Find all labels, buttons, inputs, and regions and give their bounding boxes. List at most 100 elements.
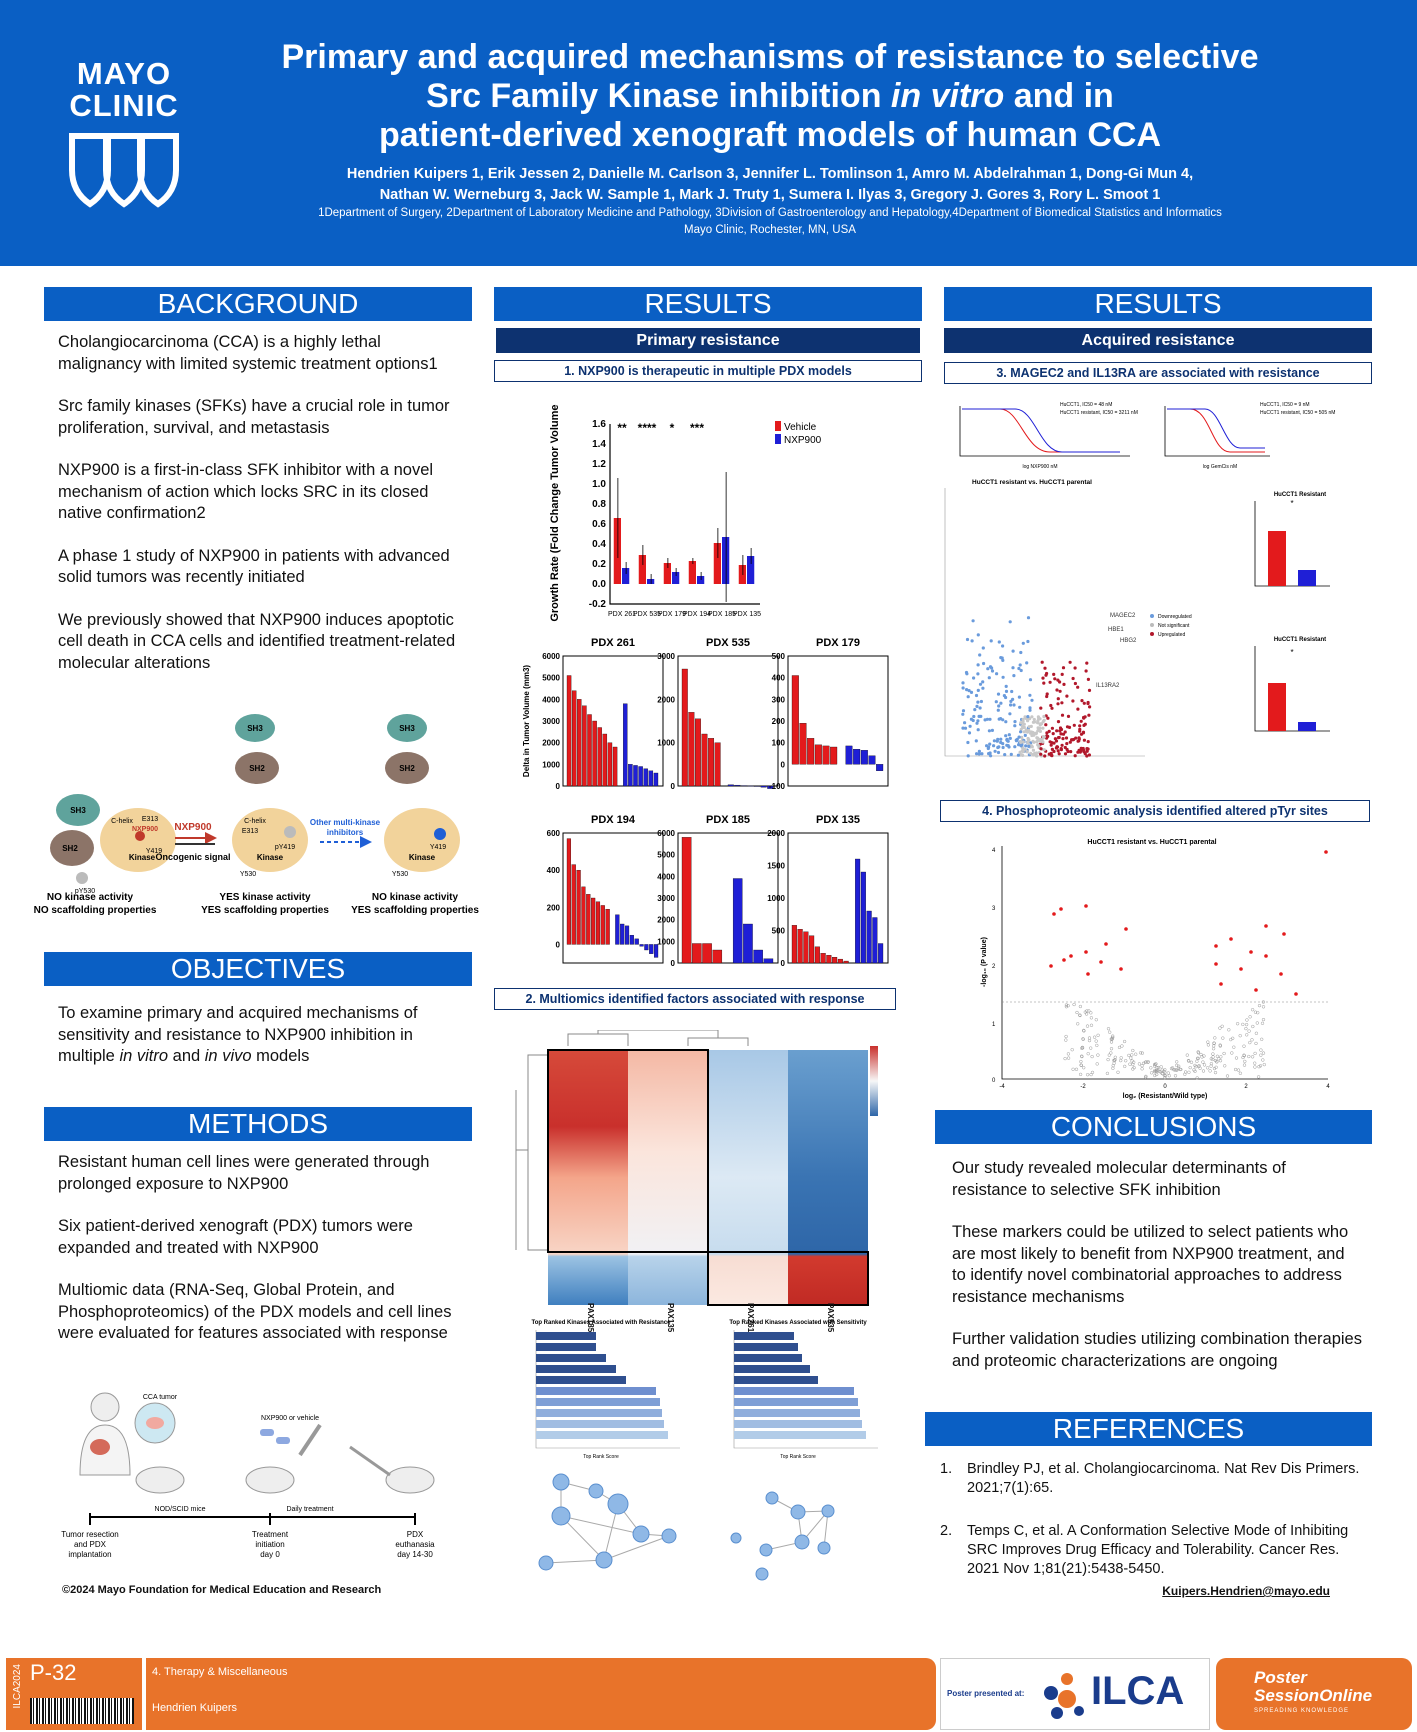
volcano-point — [1060, 713, 1065, 717]
kinase-bar — [734, 1332, 794, 1340]
volcano-point — [994, 700, 998, 704]
volcano-point — [1008, 620, 1012, 624]
footer-ilca-panel: Poster presented at: ILCA — [940, 1658, 1210, 1730]
waterfall-bar-nxp900 — [760, 785, 767, 788]
dose-legend-2: HuCCT1, IC50 = 9 nM — [1260, 402, 1310, 408]
volcano-point — [976, 663, 980, 667]
chart-ylabel: Dynamic Growth Rate (Fold Change Tumor V… — [549, 404, 561, 624]
waterfall-ytick: 1500 — [767, 862, 785, 871]
phospho-point — [1215, 1054, 1220, 1058]
contact-email[interactable]: Kuipers.Hendrien@mayo.edu — [1162, 1584, 1330, 1598]
kinase-domain-shape — [384, 808, 460, 872]
xtick-label: PDX 535 — [633, 611, 661, 618]
volcano-point — [1062, 682, 1066, 686]
bar-title-2: HuCCT1 Resistant — [1274, 637, 1326, 643]
dose-curve-resistant-2 — [1167, 408, 1265, 449]
waterfall-bar-nxp900 — [623, 703, 628, 787]
sh2-domain-shape — [235, 752, 279, 784]
volcano-point — [995, 672, 999, 676]
waterfall-ytick: 2000 — [767, 829, 785, 838]
sh2-domain-shape — [385, 752, 429, 784]
phospho-point — [1253, 1010, 1258, 1014]
volcano-point — [1068, 660, 1072, 664]
label-cca-tumor: CCA tumor — [143, 1394, 178, 1401]
volcano-point — [1036, 736, 1040, 740]
volcano-point — [1036, 743, 1040, 747]
volcano-point — [1069, 750, 1073, 754]
phospho-point — [1201, 1060, 1205, 1064]
volcano-point — [975, 721, 979, 725]
phospho-point — [1170, 1066, 1175, 1070]
phospho-xtick: 2 — [1244, 1084, 1248, 1090]
phospho-significant-point — [1239, 967, 1243, 971]
label-t2b: initiation — [255, 1540, 284, 1549]
waterfall-ytick: 400 — [547, 866, 561, 875]
label-y530: Y530 — [240, 871, 256, 878]
waterfall-bar-nxp900 — [855, 858, 861, 964]
volcano-point — [996, 750, 1001, 755]
phospho-significant-point — [1264, 954, 1268, 958]
objectives-italic: in vitro — [119, 1047, 169, 1065]
phospho-point — [1231, 1036, 1235, 1040]
xtick-label: PDX 194 — [683, 611, 711, 618]
volcano-point — [1017, 735, 1021, 739]
methods-text: Resistant human cell lines were generate… — [58, 1152, 468, 1366]
bar-nxp900 — [722, 537, 730, 584]
phospho-point — [1187, 1059, 1191, 1063]
phospho-point — [1244, 1022, 1249, 1027]
phospho-point — [1108, 1030, 1112, 1034]
phospho-point — [1111, 1066, 1115, 1070]
phospho-volcano-title: HuCCT1 resistant vs. HuCCT1 parental — [1087, 839, 1216, 846]
waterfall-ytick: 1000 — [657, 937, 675, 946]
volcano-point — [1065, 747, 1069, 752]
waterfall-bar-nxp900 — [754, 785, 761, 787]
volcano-point — [977, 752, 981, 756]
waterfall-ytick: 0 — [781, 959, 786, 968]
waterfall-bar-nxp900 — [654, 944, 659, 958]
waterfall-ytick: 600 — [547, 829, 561, 838]
ytick-label: 0.8 — [592, 499, 606, 510]
kinase-bar — [536, 1354, 606, 1362]
volcano-point — [1076, 685, 1080, 689]
volcano-point — [1045, 731, 1049, 735]
volcano-point — [966, 754, 970, 758]
phospho-point — [1247, 1029, 1251, 1033]
conclusion-point: Our study revealed molecular determinant… — [952, 1159, 1286, 1199]
label-nxp-vehicle: NXP900 or vehicle — [261, 1415, 319, 1422]
phospho-point — [1085, 1073, 1090, 1077]
label-sh3: SH3 — [70, 806, 86, 815]
phospho-point — [1089, 1023, 1094, 1027]
label-y419: Y419 — [146, 848, 162, 855]
volcano-point — [1038, 723, 1042, 727]
volcano-point — [1045, 692, 1049, 696]
gene-label-hbg2: HBG2 — [1120, 638, 1137, 644]
waterfall-bar-nxp900 — [763, 958, 774, 964]
heatmap-label: PAX135 — [666, 1303, 675, 1333]
label-kinase: Kinase — [257, 853, 284, 862]
volcano-point — [1085, 754, 1089, 758]
phospho-point — [1110, 1037, 1114, 1042]
phospho-point — [1071, 1067, 1075, 1071]
phospho-point — [1250, 1038, 1254, 1042]
volcano-point — [976, 633, 980, 637]
volcano-point — [1025, 750, 1029, 754]
volcano-point — [989, 754, 993, 758]
kinase-bar — [536, 1365, 616, 1373]
kinase-domain-shape — [232, 808, 308, 872]
phospho-point — [1221, 1036, 1225, 1040]
volcano-point — [978, 653, 982, 657]
waterfall-bar-vehicle — [587, 714, 592, 787]
phospho-point — [1254, 1041, 1258, 1046]
label-oncogenic: Oncogenic signal — [155, 852, 230, 862]
volcano-point — [1027, 725, 1031, 729]
volcano-point — [981, 646, 985, 650]
volcano-point — [1036, 717, 1041, 721]
magec2-figure: log NXP900 nM HuCCT1, IC50 = 48 nM HuCCT… — [920, 396, 1400, 796]
legend-label: Vehicle — [784, 422, 817, 433]
background-point: Src family kinases (SFKs) have a crucial… — [58, 397, 450, 437]
waterfall-bar-nxp900 — [628, 764, 633, 787]
label-sh2: SH2 — [62, 844, 78, 853]
volcano-point — [988, 665, 993, 669]
volcano-point — [1050, 741, 1054, 745]
volcano-point — [1080, 699, 1084, 703]
